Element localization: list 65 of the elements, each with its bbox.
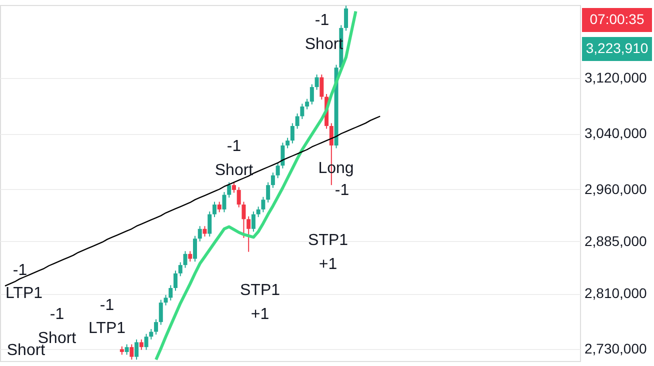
candlestick xyxy=(242,201,246,238)
candlestick xyxy=(314,74,319,90)
candlestick xyxy=(183,250,188,268)
candlestick xyxy=(310,84,314,105)
annotation: +1 xyxy=(318,256,338,273)
candlestick xyxy=(198,226,202,242)
annotation: +1 xyxy=(250,306,270,323)
candlestick xyxy=(227,182,232,198)
candlestick xyxy=(168,284,173,302)
candlestick xyxy=(251,211,256,232)
candlestick xyxy=(295,112,300,130)
annotation: -1 xyxy=(226,138,242,155)
annotation: STP1 xyxy=(308,232,348,249)
candlestick xyxy=(256,206,260,218)
candlestick xyxy=(217,201,222,213)
annotation: LTP1 xyxy=(5,285,43,302)
y-tick-label: 2,960,000 xyxy=(584,180,647,197)
candlestick xyxy=(344,5,348,32)
y-tick-label: 3,040,000 xyxy=(584,125,647,142)
candlestick xyxy=(130,344,134,360)
y-tick-label: 2,730,000 xyxy=(584,340,647,357)
candlestick xyxy=(280,142,285,169)
candlestick xyxy=(144,333,148,350)
annotation: -1 xyxy=(314,12,330,29)
candlestick xyxy=(232,182,236,194)
annotation: STP1 xyxy=(240,282,280,299)
candlestick xyxy=(124,344,129,356)
annotation: -1 xyxy=(50,306,64,323)
candlestick xyxy=(149,328,154,340)
candlestick xyxy=(212,201,216,218)
candlestick xyxy=(193,235,197,262)
text: 3,223,910 xyxy=(586,40,648,56)
candlestick xyxy=(266,182,270,203)
candlestick xyxy=(158,299,163,326)
annotation: Short xyxy=(6,342,46,359)
candlestick xyxy=(164,294,168,306)
candlestick xyxy=(300,103,304,120)
candlestick xyxy=(134,338,139,360)
candlestick xyxy=(320,74,324,100)
candlestick xyxy=(174,270,178,292)
text: 07:00:35 xyxy=(590,11,644,27)
candlestick xyxy=(178,262,182,277)
candlestick xyxy=(305,98,310,110)
y-tick-label: 2,885,000 xyxy=(584,232,647,249)
y-tick-label: 2,810,000 xyxy=(584,285,647,302)
candlestick xyxy=(222,192,226,213)
candlestick xyxy=(286,137,290,149)
candlestick xyxy=(139,338,144,350)
line-series xyxy=(154,10,358,361)
candlestick xyxy=(154,318,158,336)
candlestick xyxy=(188,250,192,262)
annotation: LTP1 xyxy=(88,320,126,337)
candlestick xyxy=(246,216,251,252)
annotation: -1 xyxy=(12,262,28,279)
candlestick xyxy=(202,226,207,238)
candlestick xyxy=(290,122,294,144)
annotation: Short xyxy=(214,162,254,179)
candlestick xyxy=(270,172,275,188)
candlestick xyxy=(208,211,212,238)
candlestick xyxy=(236,186,241,208)
annotation: -1 xyxy=(334,182,350,199)
y-tick-label: 3,120,000 xyxy=(584,70,647,86)
candlestick xyxy=(261,196,266,213)
annotation: -1 xyxy=(100,297,114,314)
candlestick xyxy=(276,162,280,179)
